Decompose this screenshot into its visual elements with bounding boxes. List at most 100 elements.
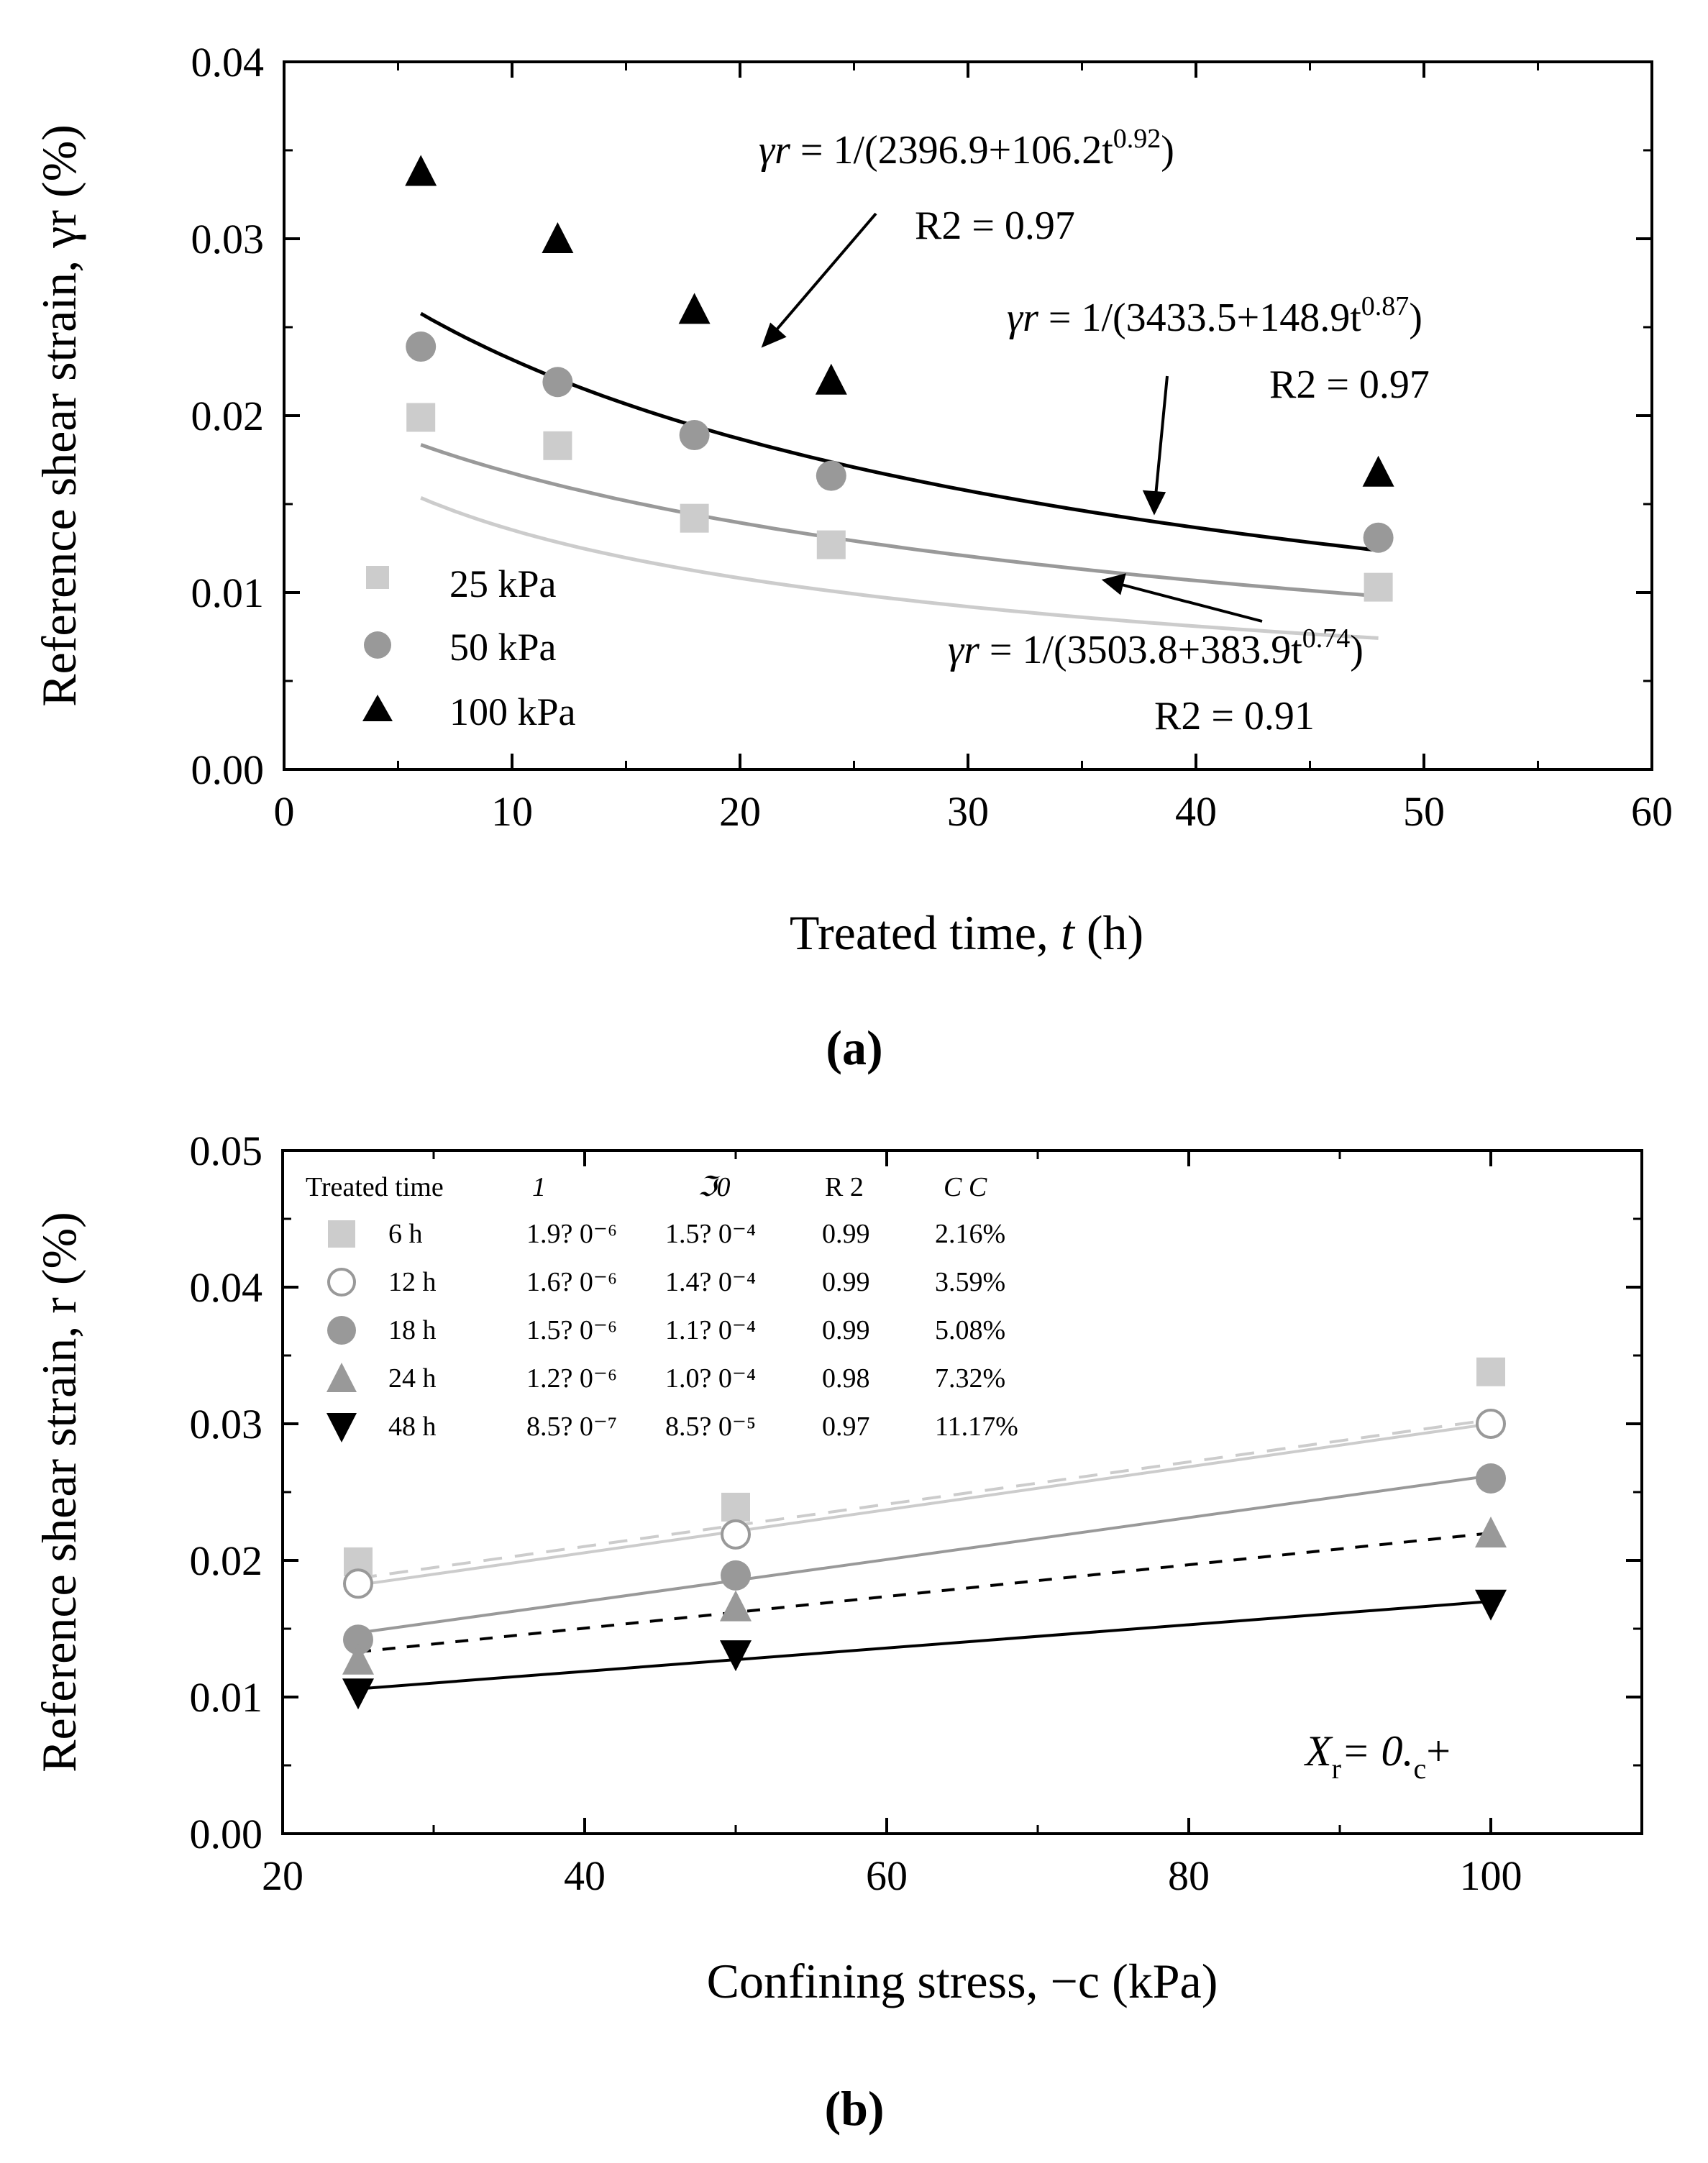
- table-header-param1: 1: [532, 1172, 546, 1202]
- table-cell: 0.98: [822, 1363, 870, 1394]
- data-point-24h: [342, 1643, 374, 1675]
- data-point-48h: [720, 1640, 752, 1672]
- data-point-25kpa: [816, 530, 846, 559]
- chart-a-legend: 25 kPa 50 kPa 100 kPa: [362, 562, 576, 733]
- table-cell: 11.17%: [935, 1412, 1018, 1442]
- table-row-time: 24 h: [388, 1363, 437, 1394]
- chart-b-ylabel: Reference shear strain, r (%): [32, 1212, 86, 1773]
- data-point-25kpa: [680, 503, 709, 533]
- table-marker-12h: [327, 1268, 356, 1297]
- x-tick-label: 60: [1631, 788, 1673, 835]
- chart-a-caption: (a): [826, 1020, 882, 1075]
- fit-curve-50kpa: [420, 443, 1379, 598]
- fit-line-12h: [357, 1422, 1492, 1587]
- table-cell: 3.59%: [935, 1267, 1005, 1297]
- chart-b-legend-table: Treated time 1 ℑ0 R 2 C C 6 h 1.9? 0⁻⁶ 1.5…: [306, 1172, 1018, 1442]
- data-point-100kpa: [405, 155, 437, 186]
- table-cell: 2.16%: [935, 1219, 1005, 1249]
- y-tick-label: 0.00: [191, 746, 265, 793]
- equation-25kpa: γr = 1/(3503.8+383.9t0.74): [948, 623, 1364, 672]
- fit-curve-100kpa: [419, 311, 1379, 552]
- table-header-r2: R 2: [825, 1172, 864, 1202]
- table-cell: 0.97: [822, 1412, 870, 1442]
- table-row-time: 6 h: [388, 1219, 423, 1249]
- table-row-time: 48 h: [388, 1412, 437, 1442]
- fit-line-18h: [357, 1474, 1492, 1634]
- x-tick-label: 10: [491, 788, 533, 835]
- fit-line-6h: [357, 1418, 1492, 1580]
- y-tick-label: 0.01: [190, 1674, 263, 1721]
- data-point-12h: [1476, 1409, 1506, 1439]
- legend-marker-square: [366, 566, 389, 589]
- r2-100kpa: R2 = 0.97: [915, 204, 1075, 248]
- r2-25kpa: R2 = 0.91: [1154, 694, 1315, 738]
- x-tick-label: 40: [564, 1852, 606, 1899]
- chart-b-caption: (b): [824, 2081, 884, 2136]
- chart-b-formula: Xr= 0.c+: [1304, 1727, 1451, 1785]
- data-point-24h: [1475, 1517, 1507, 1547]
- table-header-param2: ℑ0: [698, 1172, 731, 1202]
- table-cell: 1.2? 0⁻⁶: [526, 1363, 617, 1394]
- arrow-head-100kpa: [761, 322, 787, 348]
- x-tick-label: 30: [947, 788, 989, 835]
- y-tick-label: 0.04: [191, 39, 265, 86]
- y-tick-label: 0.00: [190, 1811, 263, 1857]
- data-point-48h: [342, 1678, 374, 1710]
- data-point-50kpa: [679, 420, 710, 451]
- legend-label-25kpa: 25 kPa: [449, 562, 557, 605]
- table-cell: 8.5? 0⁻⁷: [526, 1412, 617, 1442]
- data-point-100kpa: [678, 293, 711, 324]
- data-point-6h: [721, 1492, 750, 1522]
- data-point-50kpa: [542, 367, 573, 398]
- table-cell: 1.4? 0⁻⁴: [665, 1267, 756, 1297]
- table-cell: 1.5? 0⁻⁴: [665, 1219, 756, 1249]
- arrow-head-50kpa: [1142, 490, 1166, 516]
- data-point-12h: [721, 1519, 751, 1550]
- x-tick-label: 0: [274, 788, 295, 835]
- data-point-48h: [1475, 1589, 1507, 1621]
- y-tick-label: 0.05: [190, 1128, 263, 1174]
- table-marker-18h: [327, 1316, 356, 1345]
- x-tick-label: 20: [719, 788, 761, 835]
- chart-a: 0 10 20 30 40 50 60 0.00 0.01 0.02 0.03 0.04 γr = 1…: [32, 39, 1673, 1075]
- table-cell: 0.99: [822, 1267, 870, 1297]
- table-cell: 0.99: [822, 1315, 870, 1345]
- y-tick-label: 0.02: [191, 393, 265, 439]
- table-marker-6h: [328, 1220, 355, 1248]
- table-row-time: 12 h: [388, 1267, 437, 1297]
- table-cell: 1.9? 0⁻⁶: [526, 1219, 617, 1249]
- data-point-25kpa: [543, 431, 572, 460]
- data-point-24h: [720, 1590, 752, 1622]
- y-tick-label: 0.03: [191, 216, 265, 262]
- chart-a-ylabel: Reference shear strain, γr (%): [32, 124, 86, 707]
- table-cell: 1.6? 0⁻⁶: [526, 1267, 617, 1297]
- table-row-time: 18 h: [388, 1315, 437, 1345]
- equation-50kpa: γr = 1/(3433.5+148.9t0.87): [1007, 291, 1422, 340]
- fit-curve-25kpa: [420, 495, 1379, 640]
- table-header-cc: C C: [944, 1172, 987, 1202]
- data-point-6h: [1476, 1357, 1505, 1386]
- x-tick-label: 20: [262, 1852, 303, 1899]
- data-point-12h: [343, 1568, 373, 1599]
- table-cell: 1.5? 0⁻⁶: [526, 1315, 617, 1345]
- data-point-18h: [343, 1624, 373, 1655]
- table-cell: 0.99: [822, 1219, 870, 1249]
- chart-b-xlabel: Confining stress, −c (kPa): [707, 1954, 1218, 2008]
- data-point-100kpa: [815, 363, 847, 395]
- data-point-18h: [1476, 1463, 1506, 1494]
- x-tick-label: 40: [1175, 788, 1217, 835]
- legend-label-50kpa: 50 kPa: [449, 626, 557, 669]
- data-point-50kpa: [816, 460, 846, 491]
- table-cell: 1.0? 0⁻⁴: [665, 1363, 756, 1394]
- table-cell: 5.08%: [935, 1315, 1005, 1345]
- x-tick-label: 100: [1460, 1852, 1522, 1899]
- x-tick-label: 60: [866, 1852, 908, 1899]
- table-header-time: Treated time: [306, 1172, 444, 1202]
- x-tick-label: 50: [1403, 788, 1445, 835]
- table-cell: 8.5? 0⁻⁵: [665, 1412, 756, 1442]
- chart-a-xlabel: Treated time, t (h): [790, 905, 1143, 960]
- y-tick-label: 0.04: [190, 1264, 263, 1311]
- equation-100kpa: γr = 1/(2396.9+106.2t0.92): [759, 124, 1174, 173]
- x-tick-label: 80: [1168, 1852, 1210, 1899]
